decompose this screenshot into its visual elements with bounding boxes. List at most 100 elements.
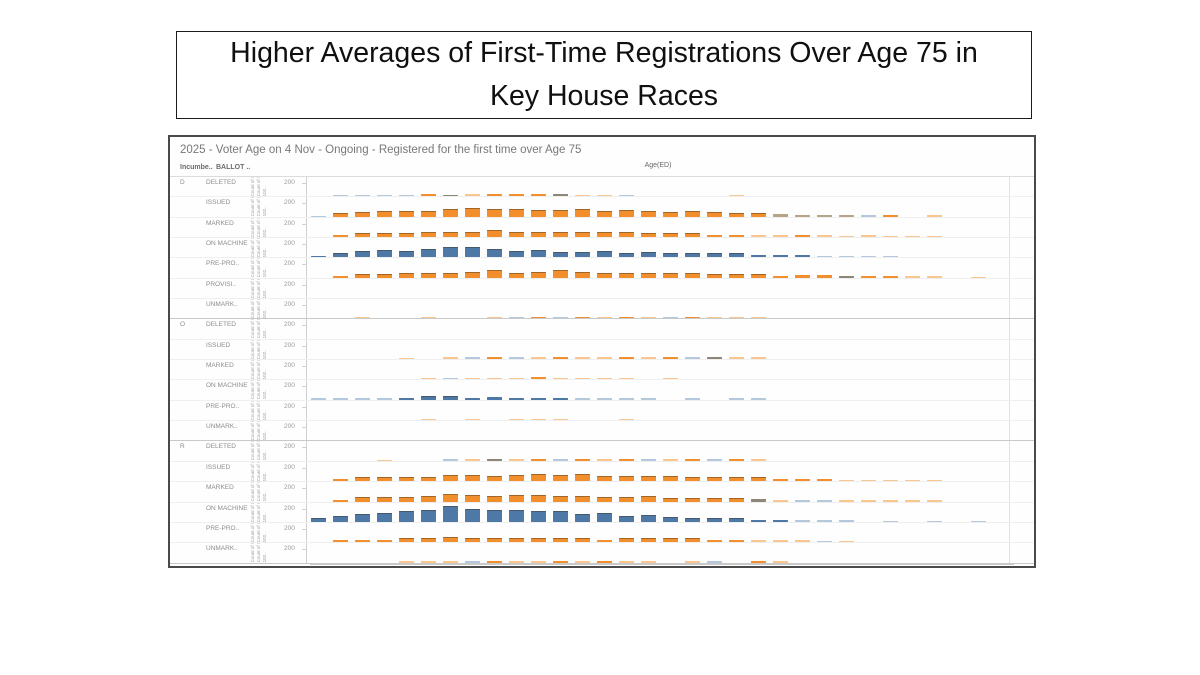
bar[interactable] xyxy=(750,477,766,482)
bar[interactable] xyxy=(596,513,612,522)
bar[interactable] xyxy=(662,497,678,502)
bar[interactable] xyxy=(442,377,458,380)
bar[interactable] xyxy=(662,211,678,217)
bar[interactable] xyxy=(772,479,788,482)
bar[interactable] xyxy=(794,275,810,278)
bar[interactable] xyxy=(662,252,678,258)
bar[interactable] xyxy=(794,255,810,258)
bar[interactable] xyxy=(310,256,326,258)
bar[interactable] xyxy=(860,479,876,482)
bar[interactable] xyxy=(508,250,524,258)
bar[interactable] xyxy=(574,560,590,563)
bar[interactable] xyxy=(794,235,810,238)
bar[interactable] xyxy=(728,476,744,482)
bar[interactable] xyxy=(728,252,744,258)
bar[interactable] xyxy=(728,316,744,319)
bar[interactable] xyxy=(618,459,634,461)
bar[interactable] xyxy=(420,316,436,319)
bar[interactable] xyxy=(354,233,370,238)
bar[interactable] xyxy=(464,231,480,238)
bar[interactable] xyxy=(618,496,634,502)
bar[interactable] xyxy=(970,276,986,278)
bar[interactable] xyxy=(420,248,436,258)
bar[interactable] xyxy=(508,560,524,563)
bar[interactable] xyxy=(332,499,348,502)
bar[interactable] xyxy=(486,377,502,380)
bar[interactable] xyxy=(684,517,700,522)
bar[interactable] xyxy=(552,357,568,360)
bar[interactable] xyxy=(860,235,876,238)
bar[interactable] xyxy=(618,252,634,258)
bar[interactable] xyxy=(574,537,590,543)
bar[interactable] xyxy=(662,357,678,360)
bar[interactable] xyxy=(574,473,590,482)
bar[interactable] xyxy=(750,316,766,319)
bar[interactable] xyxy=(442,272,458,278)
bar[interactable] xyxy=(816,479,832,482)
bar[interactable] xyxy=(332,212,348,217)
bar[interactable] xyxy=(684,211,700,217)
bar[interactable] xyxy=(596,496,612,502)
bar[interactable] xyxy=(376,274,392,278)
bar[interactable] xyxy=(420,509,436,522)
bar[interactable] xyxy=(684,476,700,482)
bar[interactable] xyxy=(376,233,392,238)
bar[interactable] xyxy=(486,357,502,360)
bar[interactable] xyxy=(772,540,788,543)
bar[interactable] xyxy=(640,538,656,543)
bar[interactable] xyxy=(640,233,656,238)
bar[interactable] xyxy=(442,247,458,258)
bar[interactable] xyxy=(486,475,502,482)
bar[interactable] xyxy=(530,560,546,563)
bar[interactable] xyxy=(904,500,920,502)
bar[interactable] xyxy=(332,235,348,238)
bar[interactable] xyxy=(926,235,942,238)
bar[interactable] xyxy=(926,215,942,217)
bar[interactable] xyxy=(530,495,546,502)
bar[interactable] xyxy=(442,505,458,522)
bar[interactable] xyxy=(486,459,502,461)
bar[interactable] xyxy=(596,357,612,360)
bar[interactable] xyxy=(574,208,590,217)
bar[interactable] xyxy=(530,357,546,360)
bar[interactable] xyxy=(816,235,832,238)
bar[interactable] xyxy=(486,229,502,238)
bar[interactable] xyxy=(640,357,656,360)
bar[interactable] xyxy=(684,497,700,502)
bar[interactable] xyxy=(552,269,568,278)
bar[interactable] xyxy=(684,357,700,360)
bar[interactable] xyxy=(464,357,480,360)
bar[interactable] xyxy=(662,538,678,543)
bar[interactable] xyxy=(552,560,568,563)
bar[interactable] xyxy=(354,274,370,278)
bar[interactable] xyxy=(794,499,810,502)
bar[interactable] xyxy=(332,253,348,258)
bar[interactable] xyxy=(464,508,480,522)
bar[interactable] xyxy=(728,459,744,461)
bar[interactable] xyxy=(728,234,744,238)
bar[interactable] xyxy=(398,250,414,258)
bar[interactable] xyxy=(882,214,898,217)
bar[interactable] xyxy=(376,477,392,482)
bar[interactable] xyxy=(816,540,832,543)
bar[interactable] xyxy=(838,275,854,278)
bar[interactable] xyxy=(508,316,524,319)
bar[interactable] xyxy=(376,211,392,217)
bar[interactable] xyxy=(706,497,722,502)
bar[interactable] xyxy=(882,500,898,502)
bar[interactable] xyxy=(420,496,436,502)
bar[interactable] xyxy=(706,211,722,217)
bar[interactable] xyxy=(750,560,766,563)
bar[interactable] xyxy=(662,517,678,522)
bar[interactable] xyxy=(398,477,414,482)
bar[interactable] xyxy=(552,251,568,258)
bar[interactable] xyxy=(332,275,348,278)
bar[interactable] xyxy=(728,497,744,502)
bar[interactable] xyxy=(398,273,414,278)
bar[interactable] xyxy=(706,273,722,278)
bar[interactable] xyxy=(662,233,678,238)
bar[interactable] xyxy=(706,476,722,482)
bar[interactable] xyxy=(552,397,568,400)
bar[interactable] xyxy=(508,495,524,502)
bar[interactable] xyxy=(508,459,524,461)
